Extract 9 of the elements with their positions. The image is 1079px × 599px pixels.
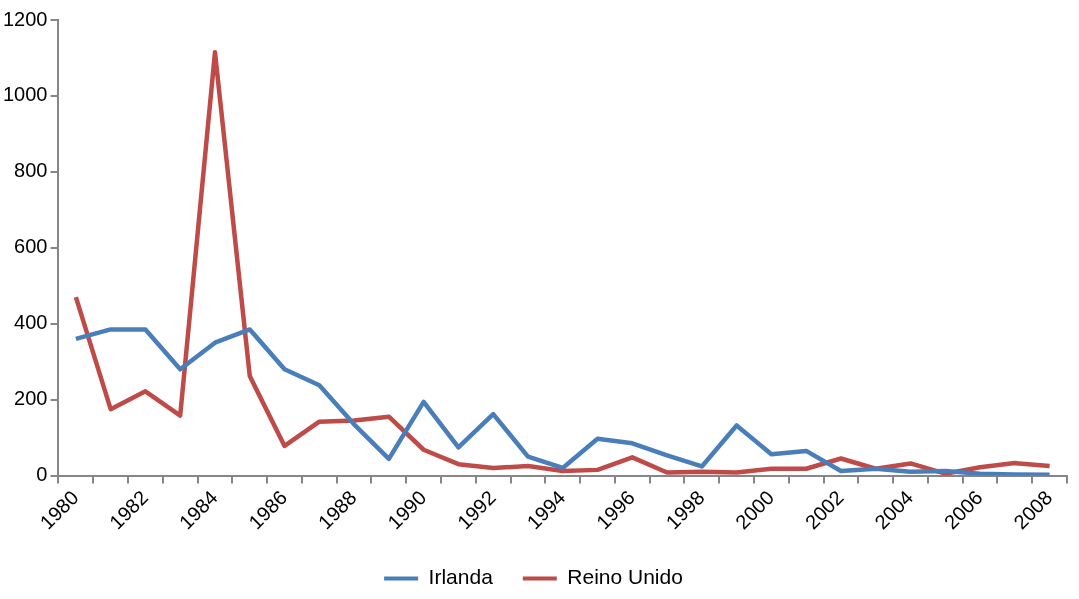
y-tick-label: 1000 (2, 83, 48, 106)
y-tick-label: 800 (14, 159, 48, 182)
y-tick-label: 0 (36, 463, 48, 486)
y-tick-label: 600 (14, 235, 48, 258)
legend-label: Irlanda (428, 565, 494, 589)
y-tick-label: 400 (14, 311, 48, 334)
legend-label: Reino Unido (567, 565, 683, 589)
y-tick-label: 1200 (2, 7, 48, 30)
y-tick-label: 200 (14, 387, 48, 410)
